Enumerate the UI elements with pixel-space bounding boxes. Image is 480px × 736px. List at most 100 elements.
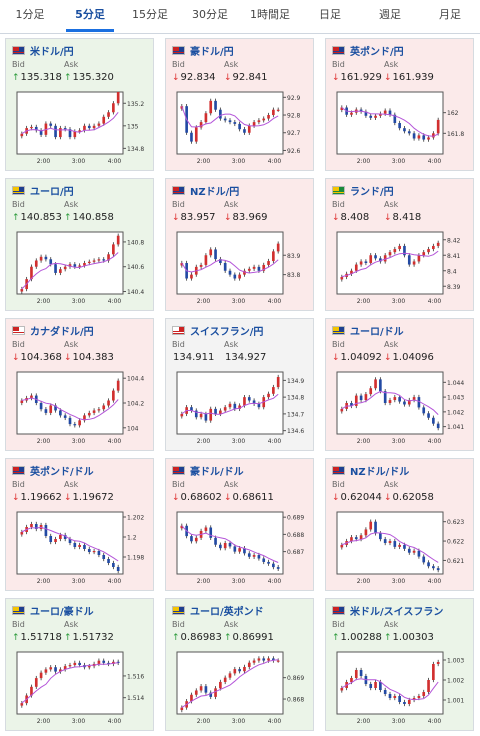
pair-header[interactable]: ユーロ/ドル [332, 323, 404, 338]
mini-candlestick-chart[interactable]: 134.9 134.8 134.7 134.6 2:00 3:00 4:00 [172, 368, 309, 448]
moving-average-line [181, 393, 279, 415]
y-tick-label: 140.8 [127, 239, 144, 246]
pair-header[interactable]: 英ポンド/ドル [12, 463, 94, 478]
mini-candlestick-chart[interactable]: 1.003 1.002 1.001 2:00 3:00 4:00 [332, 648, 469, 728]
tab-monthly[interactable]: 月足 [439, 8, 461, 21]
pair-name[interactable]: 英ポンド/ドル [30, 466, 94, 478]
y-tick-label: 1.001 [447, 698, 464, 705]
rate-card[interactable]: ユーロ/英ポンド Bid Ask ↑0.86983 ↑0.86991 0.869… [165, 598, 314, 731]
mini-candlestick-chart[interactable]: 83.9 83.8 2:00 3:00 4:00 [172, 228, 309, 308]
pair-header[interactable]: スイスフラン/円 [172, 323, 264, 338]
pair-header[interactable]: ユーロ/円 [12, 183, 74, 198]
rate-card[interactable]: NZドル/円 Bid Ask ↓83.957 ↓83.969 83.9 83.8 2… [165, 178, 314, 311]
pair-name[interactable]: ユーロ/英ポンド [190, 606, 264, 618]
chart-svg: 1.044 1.043 1.042 1.041 2:00 3:00 4:00 [336, 371, 464, 445]
candle [63, 666, 67, 670]
mini-candlestick-chart[interactable]: 1.202 1.2 1.198 2:00 3:00 4:00 [12, 508, 149, 588]
mini-candlestick-chart[interactable]: 0.869 0.868 2:00 3:00 4:00 [172, 648, 309, 728]
pair-name[interactable]: カナダドル/円 [30, 326, 94, 338]
ask-value: 0.62058 [392, 492, 434, 503]
pair-name[interactable]: NZドル/ドル [350, 466, 410, 478]
rate-card[interactable]: 英ポンド/ドル Bid Ask ↓1.19662 ↓1.19672 1.202 1… [5, 458, 154, 591]
bid-value: 161.929 [340, 72, 382, 83]
rate-card[interactable]: 米ドル/スイスフラン Bid Ask ↑1.00288 ↑1.00303 1.0… [325, 598, 474, 731]
x-tick-label: 2:00 [37, 438, 51, 445]
pair-header[interactable]: 米ドル/スイスフラン [332, 603, 444, 618]
tab-weekly[interactable]: 週足 [379, 8, 401, 21]
mini-candlestick-chart[interactable]: 8.42 8.41 8.4 8.39 2:00 3:00 4:00 [332, 228, 469, 308]
rate-card[interactable]: ランド/円 Bid Ask ↓8.408 ↓8.418 8.42 8.41 8.4 8… [325, 178, 474, 311]
candle [354, 395, 358, 406]
pair-header[interactable]: NZドル/円 [172, 183, 240, 198]
pair-name[interactable]: 米ドル/円 [30, 46, 74, 58]
pair-header[interactable]: カナダドル/円 [12, 323, 94, 338]
rate-card[interactable]: ユーロ/ドル Bid Ask ↓1.04092 ↓1.04096 1.044 1.… [325, 318, 474, 451]
tab-1hour[interactable]: 1時間足 [250, 8, 290, 21]
pair-name[interactable]: ユーロ/円 [30, 186, 74, 198]
candle [243, 129, 246, 133]
candle [374, 379, 377, 389]
ask-value-wrap: ↑140.858 [64, 212, 114, 223]
y-tick-label: 1.2 [127, 535, 137, 542]
y-tick-label: 92.6 [287, 148, 301, 155]
bid-label: Bid [332, 480, 345, 489]
rate-card[interactable]: ユーロ/豪ドル Bid Ask ↑1.51718 ↑1.51732 1.516 1… [5, 598, 154, 731]
pair-header[interactable]: NZドル/ドル [332, 463, 410, 478]
mini-candlestick-chart[interactable]: 140.8 140.6 140.4 2:00 3:00 4:00 [12, 228, 149, 308]
mini-candlestick-chart[interactable]: 92.9 92.8 92.7 92.6 2:00 3:00 4:00 [172, 88, 309, 168]
tab-daily[interactable]: 日足 [319, 8, 341, 21]
rate-card[interactable]: 米ドル/円 Bid Ask ↑135.318 ↑135.320 135.2 135… [5, 38, 154, 171]
candle [223, 677, 227, 682]
mini-candlestick-chart[interactable]: 1.516 1.514 2:00 3:00 4:00 [12, 648, 149, 728]
mini-candlestick-chart[interactable]: 104.4 104.2 104 2:00 3:00 4:00 [12, 368, 149, 448]
pair-header[interactable]: 英ポンド/円 [332, 43, 404, 58]
rate-card[interactable]: カナダドル/円 Bid Ask ↓104.368 ↓104.383 104.4 1… [5, 318, 154, 451]
pair-header[interactable]: 米ドル/円 [12, 43, 74, 58]
tab-5min[interactable]: 5分足 [60, 0, 120, 34]
candle [68, 264, 72, 267]
mini-candlestick-chart[interactable]: 162 161.8 2:00 3:00 4:00 [332, 88, 469, 168]
rate-card[interactable]: スイスフラン/円 Bid Ask 134.911 134.927 134.9 13… [165, 318, 314, 451]
rate-card[interactable]: ユーロ/円 Bid Ask ↑140.853 ↑140.858 140.8 140… [5, 178, 154, 311]
pair-header[interactable]: ランド/円 [332, 183, 394, 198]
candle [87, 666, 91, 668]
mini-candlestick-chart[interactable]: 135.2 135 134.8 2:00 3:00 4:00 [12, 88, 149, 168]
candle [54, 264, 57, 273]
pair-name[interactable]: スイスフラン/円 [190, 326, 264, 338]
mini-candlestick-chart[interactable]: 0.623 0.622 0.621 2:00 3:00 4:00 [332, 508, 469, 588]
pair-header[interactable]: ユーロ/英ポンド [172, 603, 264, 618]
candle [44, 669, 48, 673]
pair-name[interactable]: ユーロ/豪ドル [30, 606, 94, 618]
rate-card[interactable]: NZドル/ドル Bid Ask ↓0.62044 ↓0.62058 0.623 0… [325, 458, 474, 591]
rate-card[interactable]: 豪ドル/円 Bid Ask ↓92.834 ↓92.841 92.9 92.8 92… [165, 38, 314, 171]
pair-name[interactable]: 英ポンド/円 [350, 46, 404, 58]
moving-average-line [341, 390, 439, 415]
pair-name[interactable]: ユーロ/ドル [350, 326, 404, 338]
candle [383, 690, 387, 694]
candle [223, 543, 227, 549]
bid-label: Bid [172, 480, 185, 489]
pair-name[interactable]: 米ドル/スイスフラン [350, 606, 444, 618]
tab-15min[interactable]: 15分足 [132, 8, 168, 21]
chart-svg: 140.8 140.6 140.4 2:00 3:00 4:00 [16, 231, 144, 305]
pair-name[interactable]: 豪ドル/円 [190, 46, 234, 58]
pair-header[interactable]: ユーロ/豪ドル [12, 603, 94, 618]
pair-header[interactable]: 豪ドル/円 [172, 43, 234, 58]
candle [257, 266, 261, 271]
mini-candlestick-chart[interactable]: 1.044 1.043 1.042 1.041 2:00 3:00 4:00 [332, 368, 469, 448]
rate-card[interactable]: 豪ドル/ドル Bid Ask ↓0.68602 ↓0.68611 0.689 0.… [165, 458, 314, 591]
candle [407, 548, 411, 553]
tab-30min[interactable]: 30分足 [192, 8, 228, 21]
candle [252, 266, 256, 269]
candle [180, 525, 184, 529]
pair-name[interactable]: NZドル/円 [190, 186, 240, 198]
pair-name[interactable]: ランド/円 [350, 186, 394, 198]
tab-1min[interactable]: 1分足 [15, 8, 45, 21]
chart-svg: 134.9 134.8 134.7 134.6 2:00 3:00 4:00 [176, 371, 304, 445]
mini-candlestick-chart[interactable]: 0.689 0.688 0.687 2:00 3:00 4:00 [172, 508, 309, 588]
pair-name[interactable]: 豪ドル/ドル [190, 466, 244, 478]
pair-header[interactable]: 豪ドル/ドル [172, 463, 244, 478]
rate-card[interactable]: 英ポンド/円 Bid Ask ↓161.929 ↓161.939 162 161.… [325, 38, 474, 171]
x-tick-label: 3:00 [392, 158, 406, 165]
bid-label: Bid [172, 200, 185, 209]
